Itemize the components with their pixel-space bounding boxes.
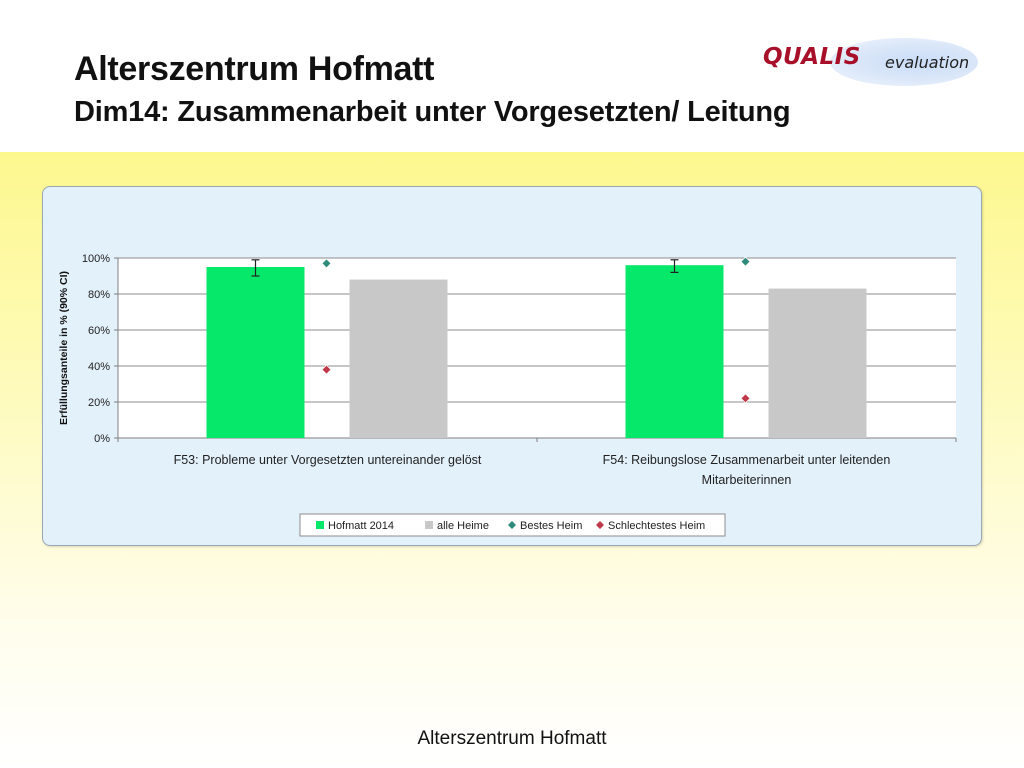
y-tick-label: 40% xyxy=(88,361,110,373)
slide-subtitle: Dim14: Zusammenarbeit unter Vorgesetzten… xyxy=(74,96,791,128)
y-axis-label: Erfüllungsanteile in % (90% CI) xyxy=(58,271,70,425)
marker-schlechtestes-heim xyxy=(321,364,332,375)
bar-hofmatt-2014 xyxy=(625,265,724,438)
y-tick-label: 100% xyxy=(82,253,110,265)
logo-suffix-text: evaluation xyxy=(885,53,970,72)
bar-alle-heime xyxy=(768,288,867,438)
slide-title: Alterszentrum Hofmatt xyxy=(74,50,435,88)
x-category-label: F54: Reibungslose Zusammenarbeit unter l… xyxy=(603,453,891,467)
logo-oval-shape xyxy=(830,38,978,86)
legend-marker xyxy=(508,521,516,529)
legend-label: alle Heime xyxy=(437,520,489,532)
logo-brand-text: QUALIS xyxy=(763,44,861,70)
bar-chart: 0% 20% 40% 60% 80% 100% Erfüllungsanteile in %… xyxy=(58,253,957,537)
legend-label: Hofmatt 2014 xyxy=(328,520,394,532)
y-tick-label: 0% xyxy=(94,433,110,445)
x-category-label: F53: Probleme unter Vorgesetzten unterei… xyxy=(174,453,482,467)
bar-alle-heime xyxy=(349,279,448,438)
qualis-logo: QUALIS evaluation xyxy=(760,36,990,88)
y-tick-label: 60% xyxy=(88,325,110,337)
legend-marker xyxy=(596,521,604,529)
marker-bestes-heim xyxy=(740,256,751,267)
y-tick-label: 20% xyxy=(88,397,110,409)
legend-swatch xyxy=(425,521,433,529)
legend-label: Schlechtestes Heim xyxy=(608,520,705,532)
marker-bestes-heim xyxy=(321,258,332,269)
y-tick-label: 80% xyxy=(88,289,110,301)
chart-panel: 0% 20% 40% 60% 80% 100% Erfüllungsanteile in %… xyxy=(42,186,982,546)
legend-label: Bestes Heim xyxy=(520,520,582,532)
slide-header: Alterszentrum Hofmatt Dim14: Zusammenarb… xyxy=(0,0,1024,152)
marker-schlechtestes-heim xyxy=(740,393,751,404)
bar-hofmatt-2014 xyxy=(206,267,305,438)
legend-swatch xyxy=(316,521,324,529)
x-category-label: Mitarbeiterinnen xyxy=(702,473,792,487)
slide-footer: Alterszentrum Hofmatt xyxy=(417,728,607,749)
